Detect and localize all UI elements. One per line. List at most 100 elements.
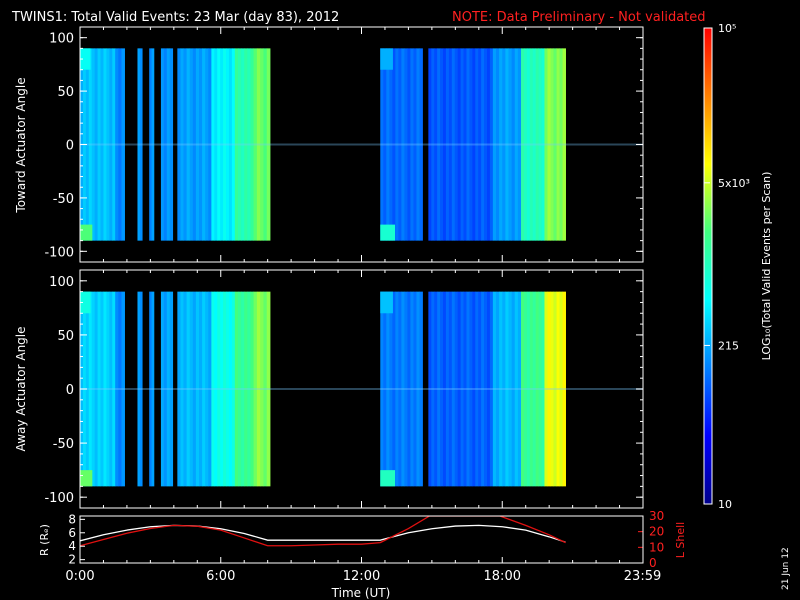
heatmap-cell: [121, 291, 125, 487]
heatmap-cell: [445, 291, 450, 487]
heatmap-cell: [472, 48, 476, 241]
heatmap-cell: [448, 48, 453, 241]
heatmap-cell: [547, 291, 551, 487]
heatmap-cell: [253, 291, 258, 487]
heatmap-cell: [263, 48, 268, 241]
heatmap-cell: [559, 291, 563, 487]
heatmap-cell: [419, 291, 423, 487]
heatmap-cell: [553, 48, 557, 241]
heatmap-cell: [380, 291, 384, 487]
heatmap-cell: [85, 291, 90, 487]
heatmap-cell: [395, 291, 399, 487]
y-tick-label: 100: [49, 32, 74, 47]
heatmap-cell: [169, 291, 174, 487]
heatmap-cell: [407, 291, 411, 487]
heatmap-cell: [517, 291, 522, 487]
heatmap-cell: [398, 291, 402, 487]
heatmap-cell: [541, 291, 545, 487]
heatmap-cell: [256, 48, 261, 241]
heatmap-cell: [160, 291, 165, 487]
heatmap-cell: [529, 291, 534, 487]
heatmap-cell: [514, 48, 519, 241]
time-tick-label: 18:00: [484, 569, 521, 584]
heatmap-cell: [208, 48, 212, 241]
heatmap-cell: [139, 48, 143, 241]
heatmap-cell: [492, 48, 497, 241]
heatmap-cell: [166, 291, 171, 487]
heatmap-cell: [266, 291, 271, 487]
heatmap-cell: [205, 291, 209, 487]
heatmap-cell: [535, 48, 540, 241]
heatmap-cell: [166, 48, 171, 241]
heatmap-cell: [214, 291, 218, 487]
time-tick-label: 23:59: [624, 569, 661, 584]
heatmap-cell: [94, 291, 98, 487]
heatmap-edge-cell: [80, 224, 93, 241]
heatmap-cell: [392, 48, 396, 241]
heatmap-cell: [389, 48, 393, 241]
heatmap-cell: [443, 291, 447, 487]
heatmap-cell: [183, 291, 188, 487]
heatmap-cell: [547, 48, 551, 241]
toward-ylabel: Toward Actuator Angle: [14, 77, 28, 213]
heatmap-cell: [247, 291, 251, 487]
heatmap-cell: [223, 48, 227, 241]
heatmap-cell: [149, 48, 152, 241]
heatmap-cell: [118, 291, 122, 487]
heatmap-cell: [223, 291, 227, 487]
heatmap-cell: [177, 291, 181, 487]
heatmap-cell: [112, 48, 116, 241]
heatmap-cell: [151, 48, 155, 241]
y-tick-label: 50: [57, 85, 74, 100]
colorbar-tick-label: 10⁵: [718, 22, 736, 35]
heatmap-cell: [226, 291, 230, 487]
heatmap-cell: [550, 48, 554, 241]
heatmap-cell: [195, 48, 200, 241]
heatmap-cell: [487, 48, 491, 241]
lshell-ylabel: L Shell: [674, 522, 687, 558]
heatmap-cell: [434, 48, 438, 241]
heatmap-cell: [511, 291, 516, 487]
heatmap-cell: [253, 48, 258, 241]
heatmap-cell: [457, 48, 462, 241]
heatmap-cell: [237, 48, 242, 241]
heatmap-cell: [94, 48, 98, 241]
time-tick-label: 12:00: [343, 569, 380, 584]
heatmap-cell: [137, 291, 141, 487]
heatmap-cell: [463, 48, 467, 241]
heatmap-cell: [538, 48, 542, 241]
orbit-border: [79, 515, 644, 564]
heatmap-cell: [448, 291, 453, 487]
heatmap-cell: [419, 48, 423, 241]
heatmap-cell: [529, 48, 534, 241]
heatmap-cell: [234, 291, 239, 487]
heatmap-cell: [556, 48, 560, 241]
heatmap-cell: [437, 48, 441, 241]
heatmap-cell: [428, 48, 432, 241]
heatmap-cell: [395, 48, 399, 241]
heatmap-cell: [192, 48, 197, 241]
toward-panel: 100 50 0 -50 -100 Toward Actuator Angle: [14, 26, 644, 263]
heatmap-cell: [386, 291, 390, 487]
heatmap-cell: [514, 291, 519, 487]
lshell-tick-label: 20: [649, 525, 664, 539]
heatmap-cell: [495, 48, 500, 241]
heatmap-cell: [478, 48, 482, 241]
heatmap-cell: [440, 291, 444, 487]
heatmap-cell: [231, 48, 236, 241]
lshell-line: [80, 516, 566, 547]
heatmap-cell: [562, 48, 566, 241]
heatmap-cell: [466, 48, 470, 241]
heatmap-cell: [523, 291, 528, 487]
heatmap-cell: [481, 48, 485, 241]
heatmap-cell: [489, 291, 494, 487]
heatmap-cell: [220, 48, 224, 241]
heatmap-cell: [523, 48, 528, 241]
heatmap-cell: [149, 291, 152, 487]
heatmap-cell: [266, 48, 271, 241]
heatmap-cell: [211, 291, 215, 487]
heatmap-cell: [237, 291, 242, 487]
heatmap-cell: [521, 291, 525, 487]
heatmap-cell: [241, 48, 245, 241]
